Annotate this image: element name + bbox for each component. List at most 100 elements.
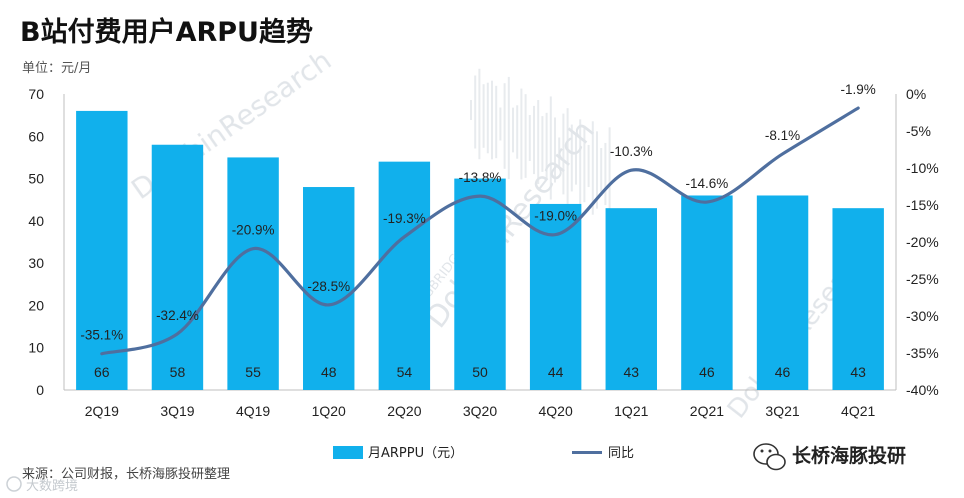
- watermark-bar: [579, 119, 582, 205]
- watermark-bar: [495, 85, 498, 159]
- watermark-bar: [541, 116, 544, 172]
- left-tick-label: 10: [28, 340, 44, 356]
- yoy-value-label: -35.1%: [80, 328, 123, 343]
- unit-label: 单位：元/月: [22, 61, 91, 76]
- yoy-line-series: [100, 106, 860, 356]
- bar-value-labels: 66 58 55 48 54 50 44 43 46 46 43: [94, 364, 866, 380]
- bar-value-label: 46: [775, 364, 791, 380]
- watermark-bar: [470, 100, 472, 120]
- corner-watermark-text: 大数跨境: [26, 479, 78, 494]
- yoy-value-label: -19.3%: [383, 211, 426, 226]
- category-label: 4Q21: [841, 403, 875, 419]
- watermark-bar: [503, 83, 506, 169]
- legend-line-label: 同比: [608, 446, 634, 461]
- legend-bar-label: 月ARPPU（元）: [368, 446, 463, 461]
- bar-value-label: 44: [548, 364, 564, 380]
- category-label: 3Q19: [160, 403, 194, 419]
- yoy-value-label: -20.9%: [232, 223, 275, 238]
- right-tick-label: -15%: [906, 197, 939, 213]
- bar-3Q20: [454, 178, 506, 390]
- left-tick-label: 60: [28, 128, 44, 144]
- bar-value-label: 43: [623, 364, 639, 380]
- watermark-bar: [554, 117, 556, 183]
- watermark-bar: [600, 148, 603, 196]
- bar-value-label: 54: [397, 364, 413, 380]
- watermark-bar: [528, 114, 531, 162]
- yoy-value-label: -1.9%: [841, 82, 876, 97]
- watermark-bar: [491, 80, 493, 160]
- left-tick-label: 50: [28, 171, 44, 187]
- yoy-value-label: -32.4%: [156, 308, 199, 323]
- bar-4Q21: [832, 208, 884, 390]
- brand-name: 长桥海豚投研: [792, 444, 906, 467]
- watermark-bar: [474, 75, 477, 149]
- yoy-value-labels: -35.1% -32.4% -20.9% -28.5% -19.3% -13.8% -19.…: [80, 82, 875, 343]
- yoy-value-label: -14.6%: [686, 176, 729, 191]
- category-label: 4Q20: [539, 403, 573, 419]
- right-tick-label: -30%: [906, 308, 939, 324]
- watermark-bar: [587, 144, 590, 188]
- category-label: 4Q19: [236, 403, 270, 419]
- category-labels: 2Q19 3Q19 4Q19 1Q20 2Q20 3Q20 4Q20 1Q21 2Q21 3Q21…: [85, 403, 876, 419]
- bar-1Q20: [303, 187, 355, 390]
- right-tick-label: -5%: [906, 123, 931, 139]
- left-tick-label: 30: [28, 255, 44, 271]
- watermark-bar: [533, 105, 535, 175]
- watermark-bar: [537, 100, 540, 184]
- right-tick-label: -40%: [906, 382, 939, 398]
- right-tick-label: -35%: [906, 345, 939, 361]
- yoy-value-label: -8.1%: [765, 128, 800, 143]
- left-tick-label: 40: [28, 213, 44, 229]
- right-axis-ticks: 0% -5% -10% -15% -20% -25% -30% -35% -40%: [906, 86, 939, 398]
- watermark-bar: [562, 113, 565, 195]
- bar-value-label: 43: [850, 364, 866, 380]
- bar-2Q21: [681, 195, 733, 390]
- watermark-bar: [570, 124, 573, 192]
- wechat-icon: [753, 443, 786, 471]
- bar-value-label: 46: [699, 364, 715, 380]
- bar-value-label: 48: [321, 364, 337, 380]
- watermark-bar: [583, 125, 586, 203]
- bar-value-label: 50: [472, 364, 488, 380]
- category-label: 1Q20: [312, 403, 346, 419]
- watermark-bar: [549, 96, 552, 200]
- watermark-bar: [604, 142, 607, 206]
- right-tick-label: -20%: [906, 234, 939, 250]
- category-label: 1Q21: [614, 403, 648, 419]
- watermark-bar: [507, 76, 510, 180]
- category-label: 3Q20: [463, 403, 497, 419]
- chart-title: B站付费用户ARPU趋势: [20, 16, 313, 48]
- bar-3Q21: [756, 195, 809, 390]
- bar-value-label: 66: [94, 364, 110, 380]
- bar-3Q19: [151, 144, 204, 390]
- watermark-bar: [512, 107, 514, 153]
- watermark-bar: [478, 68, 481, 160]
- bar-4Q19: [227, 157, 279, 390]
- right-tick-label: 0%: [906, 86, 926, 102]
- watermark-bar: [499, 107, 502, 141]
- watermark-bar: [482, 84, 485, 148]
- watermark-bar: [596, 131, 598, 209]
- bar-series: [76, 110, 884, 391]
- corner-watermark-icon: [6, 476, 22, 492]
- corner-watermark: 大数跨境: [6, 476, 78, 494]
- yoy-value-label: -13.8%: [459, 170, 502, 185]
- watermark-bars: [470, 68, 611, 225]
- bar-1Q21: [605, 208, 657, 390]
- brand-mark: 长桥海豚投研: [753, 443, 906, 471]
- right-tick-label: -10%: [906, 160, 939, 176]
- left-tick-label: 70: [28, 86, 44, 102]
- category-label: 3Q21: [765, 403, 799, 419]
- source-note: 来源：公司财报，长桥海豚投研整理: [22, 466, 230, 482]
- category-label: 2Q19: [85, 403, 119, 419]
- left-axis-ticks: 0 10 20 30 40 50 60 70: [28, 86, 44, 398]
- bar-value-label: 55: [245, 364, 261, 380]
- legend-bar-swatch: [333, 446, 363, 459]
- watermark-bar: [516, 105, 519, 159]
- right-tick-label: -25%: [906, 271, 939, 287]
- bar-2Q19: [76, 110, 128, 391]
- category-label: 2Q21: [690, 403, 724, 419]
- bar-value-label: 58: [170, 364, 186, 380]
- category-label: 2Q20: [387, 403, 421, 419]
